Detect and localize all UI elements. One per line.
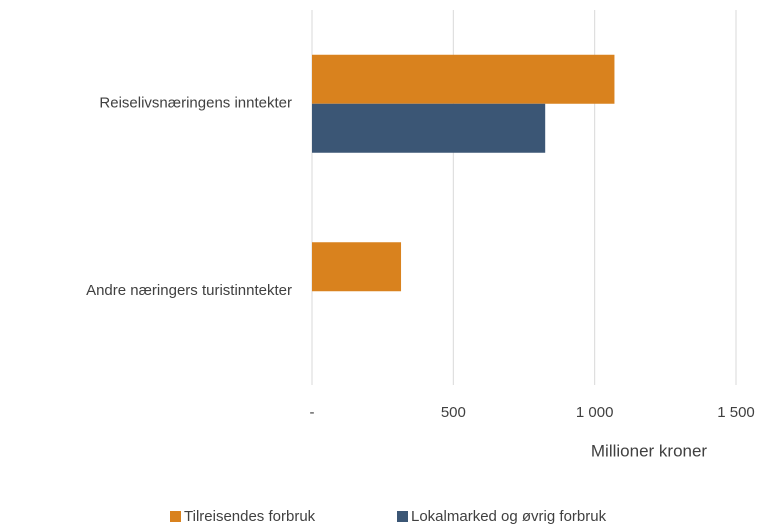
legend-label: Lokalmarked og øvrig forbruk — [411, 508, 607, 525]
x-tick-label: - — [310, 404, 315, 421]
bar — [312, 242, 402, 292]
x-tick-label: 1 500 — [717, 404, 755, 421]
x-tick-label: 500 — [441, 404, 466, 421]
x-tick-label: 1 000 — [576, 404, 614, 421]
bar — [312, 103, 546, 153]
legend-label: Tilreisendes forbruk — [184, 508, 316, 525]
legend-swatch — [397, 511, 408, 522]
y-tick-label: Andre næringers turistinntekter — [86, 282, 292, 299]
x-axis-title: Millioner kroner — [591, 441, 708, 460]
bar — [312, 54, 615, 104]
y-tick-label: Reiselivsnæringens inntekter — [99, 95, 292, 112]
legend-swatch — [170, 511, 181, 522]
